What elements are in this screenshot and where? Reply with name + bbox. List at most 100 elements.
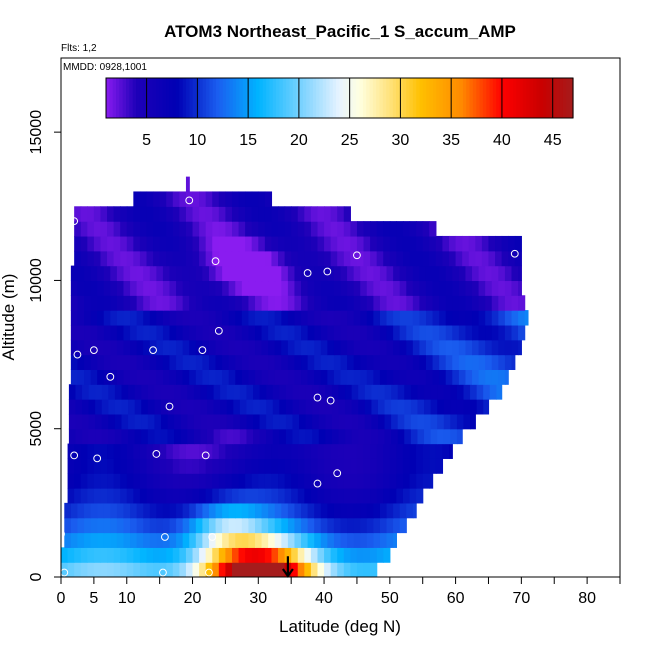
heatmap-cell <box>337 488 345 504</box>
heatmap-cell <box>90 502 98 519</box>
heatmap-cell <box>472 339 480 356</box>
heatmap-cell <box>97 517 105 534</box>
heatmap-cell <box>419 310 427 326</box>
heatmap-cell <box>402 458 411 474</box>
heatmap-cell <box>146 547 154 563</box>
heatmap-cell <box>393 310 401 326</box>
observation-point <box>201 451 210 460</box>
heatmap-cell <box>195 532 203 548</box>
heatmap-cell <box>180 399 188 415</box>
heatmap-cell <box>182 532 190 548</box>
colorbar-segment <box>489 78 494 118</box>
heatmap-cell <box>384 413 392 430</box>
heatmap-cell <box>437 399 445 415</box>
heatmap-cell <box>386 295 394 311</box>
heatmap-cell <box>377 428 386 445</box>
heatmap-cell <box>136 324 144 341</box>
heatmap-cell <box>274 354 282 370</box>
heatmap-cell <box>350 473 358 489</box>
heatmap-cell <box>373 339 381 356</box>
heatmap-cell <box>239 399 248 415</box>
heatmap-cell <box>110 265 118 282</box>
heatmap-cell <box>162 502 171 519</box>
heatmap-cell <box>383 250 391 267</box>
heatmap-cell <box>255 324 263 341</box>
heatmap-cell <box>452 295 460 311</box>
heatmap-cell <box>435 443 444 459</box>
heatmap-cell <box>445 295 453 311</box>
heatmap-cell <box>393 324 401 341</box>
heatmap-cell <box>379 517 388 534</box>
heatmap-cell <box>320 354 328 370</box>
heatmap-cell <box>238 547 246 563</box>
heatmap-cell <box>82 399 90 415</box>
heatmap-cell <box>258 191 266 207</box>
heatmap-cell <box>350 235 358 252</box>
x-tick-label: 70 <box>512 590 530 607</box>
heatmap-cell <box>330 250 338 267</box>
heatmap-cell <box>103 339 111 356</box>
heatmap-cell <box>452 324 460 341</box>
heatmap-cell <box>350 443 358 459</box>
heatmap-cell <box>424 399 432 415</box>
heatmap-cell <box>475 250 483 267</box>
heatmap-cell <box>511 280 519 296</box>
heatmap-cell <box>379 280 388 296</box>
heatmap-cell <box>255 517 263 534</box>
heatmap-cell <box>167 399 175 415</box>
heatmap-cell <box>202 310 210 326</box>
heatmap-cell <box>82 384 90 400</box>
heatmap-cell <box>495 235 503 252</box>
heatmap-cell <box>74 473 82 489</box>
heatmap-cell <box>133 562 141 577</box>
heatmap-cell <box>169 265 177 282</box>
heatmap-cell <box>425 339 434 356</box>
heatmap-cell <box>156 339 164 356</box>
heatmap-cell <box>114 413 123 430</box>
heatmap-cell <box>80 221 88 237</box>
colorbar-segment <box>386 78 391 118</box>
heatmap-cell <box>333 280 342 296</box>
heatmap-cell <box>77 502 85 519</box>
heatmap-cell <box>149 324 157 341</box>
heatmap-cell <box>185 221 194 237</box>
heatmap-cell <box>294 310 302 326</box>
heatmap-cell <box>424 428 432 445</box>
heatmap-cell <box>156 502 164 519</box>
heatmap-cell <box>202 280 210 296</box>
heatmap-cell <box>107 250 115 267</box>
heatmap-cell <box>133 250 141 267</box>
heatmap-cell <box>324 562 332 577</box>
heatmap-cell <box>314 280 322 296</box>
heatmap-cell <box>389 250 397 267</box>
colorbar-segment <box>329 78 334 118</box>
heatmap-cell <box>409 458 417 474</box>
heatmap-cell <box>251 547 259 563</box>
y-tick-label: 10000 <box>28 258 45 303</box>
heatmap-cell <box>212 443 220 459</box>
heatmap-cell <box>491 310 499 326</box>
colorbar-segment <box>126 78 130 118</box>
heatmap-cell <box>248 339 256 356</box>
heatmap-cell <box>343 547 351 563</box>
heatmap-cell <box>504 339 513 356</box>
heatmap-cell <box>166 562 174 577</box>
heatmap-cell <box>231 191 240 207</box>
heatmap-cell <box>259 428 267 445</box>
heatmap-cell <box>253 384 261 400</box>
heatmap-cell <box>292 413 300 430</box>
heatmap-cell <box>215 532 223 548</box>
heatmap-cell <box>327 310 335 326</box>
heatmap-cell <box>363 547 371 563</box>
heatmap-cell <box>74 206 82 222</box>
heatmap-cell <box>327 517 335 534</box>
heatmap-cell <box>383 473 391 489</box>
colorbar-segment <box>559 78 564 118</box>
heatmap-cell <box>192 458 200 474</box>
heatmap-cell <box>291 488 299 504</box>
heatmap-cell <box>360 295 368 311</box>
heatmap-cell <box>268 280 276 296</box>
heatmap-cell <box>299 413 307 430</box>
heatmap-cell <box>176 369 184 385</box>
x-tick-label: 50 <box>381 590 399 607</box>
